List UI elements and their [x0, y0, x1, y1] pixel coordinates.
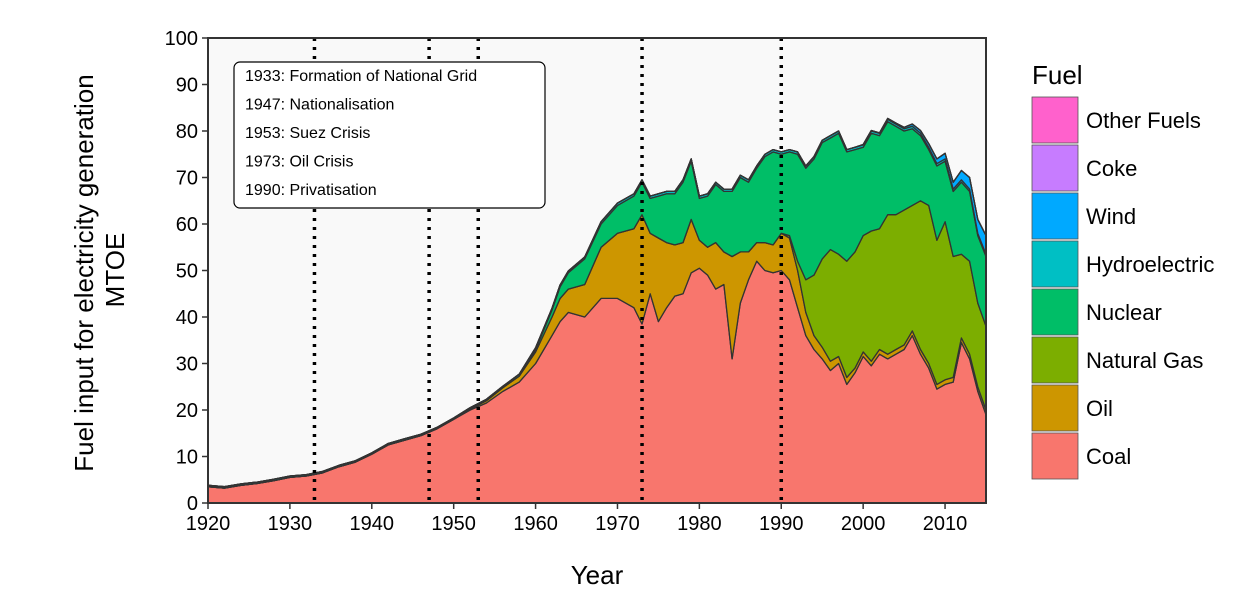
legend-label: Coal: [1086, 444, 1131, 469]
legend-label: Hydroelectric: [1086, 252, 1214, 277]
legend-label: Coke: [1086, 156, 1137, 181]
annotation-label: 1933: Formation of National Grid: [245, 68, 477, 85]
legend: Fuel Other Fuels Coke Wind Hydroelectric Nuc…: [1031, 60, 1214, 480]
legend-label: Natural Gas: [1086, 348, 1203, 373]
x-axis-title: Year: [571, 560, 624, 590]
legend-swatch: [1031, 96, 1079, 144]
x-tick-label: 1980: [677, 513, 722, 535]
y-axis: 0 10 20 30 40 50 60 70 80 90 100: [165, 28, 208, 515]
legend-swatch: [1031, 288, 1079, 336]
x-tick-label: 1940: [350, 513, 395, 535]
annotation-label: 1973: Oil Crisis: [245, 154, 353, 171]
x-tick-label: 1920: [186, 513, 231, 535]
annotation-label: 1947: Nationalisation: [245, 97, 394, 114]
event-lines-group: [312, 38, 784, 503]
legend-swatch: [1031, 336, 1079, 384]
x-tick-label: 1990: [759, 513, 804, 535]
annotation-label: 1953: Suez Crisis: [245, 125, 370, 142]
legend-swatch: [1031, 432, 1079, 480]
y-tick-label: 70: [176, 168, 198, 190]
y-tick-label: 0: [187, 493, 198, 515]
legend-title: Fuel: [1032, 60, 1083, 90]
x-tick-label: 2010: [923, 513, 968, 535]
y-tick-label: 10: [176, 447, 198, 469]
y-tick-label: 90: [176, 75, 198, 97]
legend-swatch: [1031, 192, 1079, 240]
legend-swatch: [1031, 384, 1079, 432]
y-tick-label: 100: [165, 28, 198, 50]
legend-swatch: [1031, 144, 1079, 192]
y-tick-label: 40: [176, 307, 198, 329]
y-tick-label: 20: [176, 400, 198, 422]
legend-label: Wind: [1086, 204, 1136, 229]
y-tick-label: 50: [176, 261, 198, 283]
legend-label: Other Fuels: [1086, 108, 1201, 133]
annotation-box: 1933: Formation of National Grid 1947: Na…: [233, 61, 546, 209]
x-tick-label: 1950: [431, 513, 476, 535]
y-axis-title-line-1: Fuel input for electricity generation: [69, 74, 99, 471]
legend-swatch: [1031, 240, 1079, 288]
y-tick-label: 80: [176, 121, 198, 143]
y-axis-title-line-2: MTOE: [100, 233, 130, 308]
y-tick-label: 60: [176, 214, 198, 236]
x-axis: 1920 1930 1940 1950 1960 1970 1980 1990 2000 2010: [186, 503, 968, 535]
annotation-label: 1990: Privatisation: [245, 182, 377, 199]
x-tick-label: 1930: [268, 513, 313, 535]
legend-label: Nuclear: [1086, 300, 1162, 325]
x-tick-label: 2000: [841, 513, 886, 535]
y-tick-label: 30: [176, 354, 198, 376]
annotation-box-frame: [233, 61, 546, 209]
legend-label: Oil: [1086, 396, 1113, 421]
x-tick-label: 1970: [595, 513, 640, 535]
annotation-labels: 1933: Formation of National Grid 1947: Na…: [245, 68, 477, 199]
x-tick-label: 1960: [513, 513, 558, 535]
